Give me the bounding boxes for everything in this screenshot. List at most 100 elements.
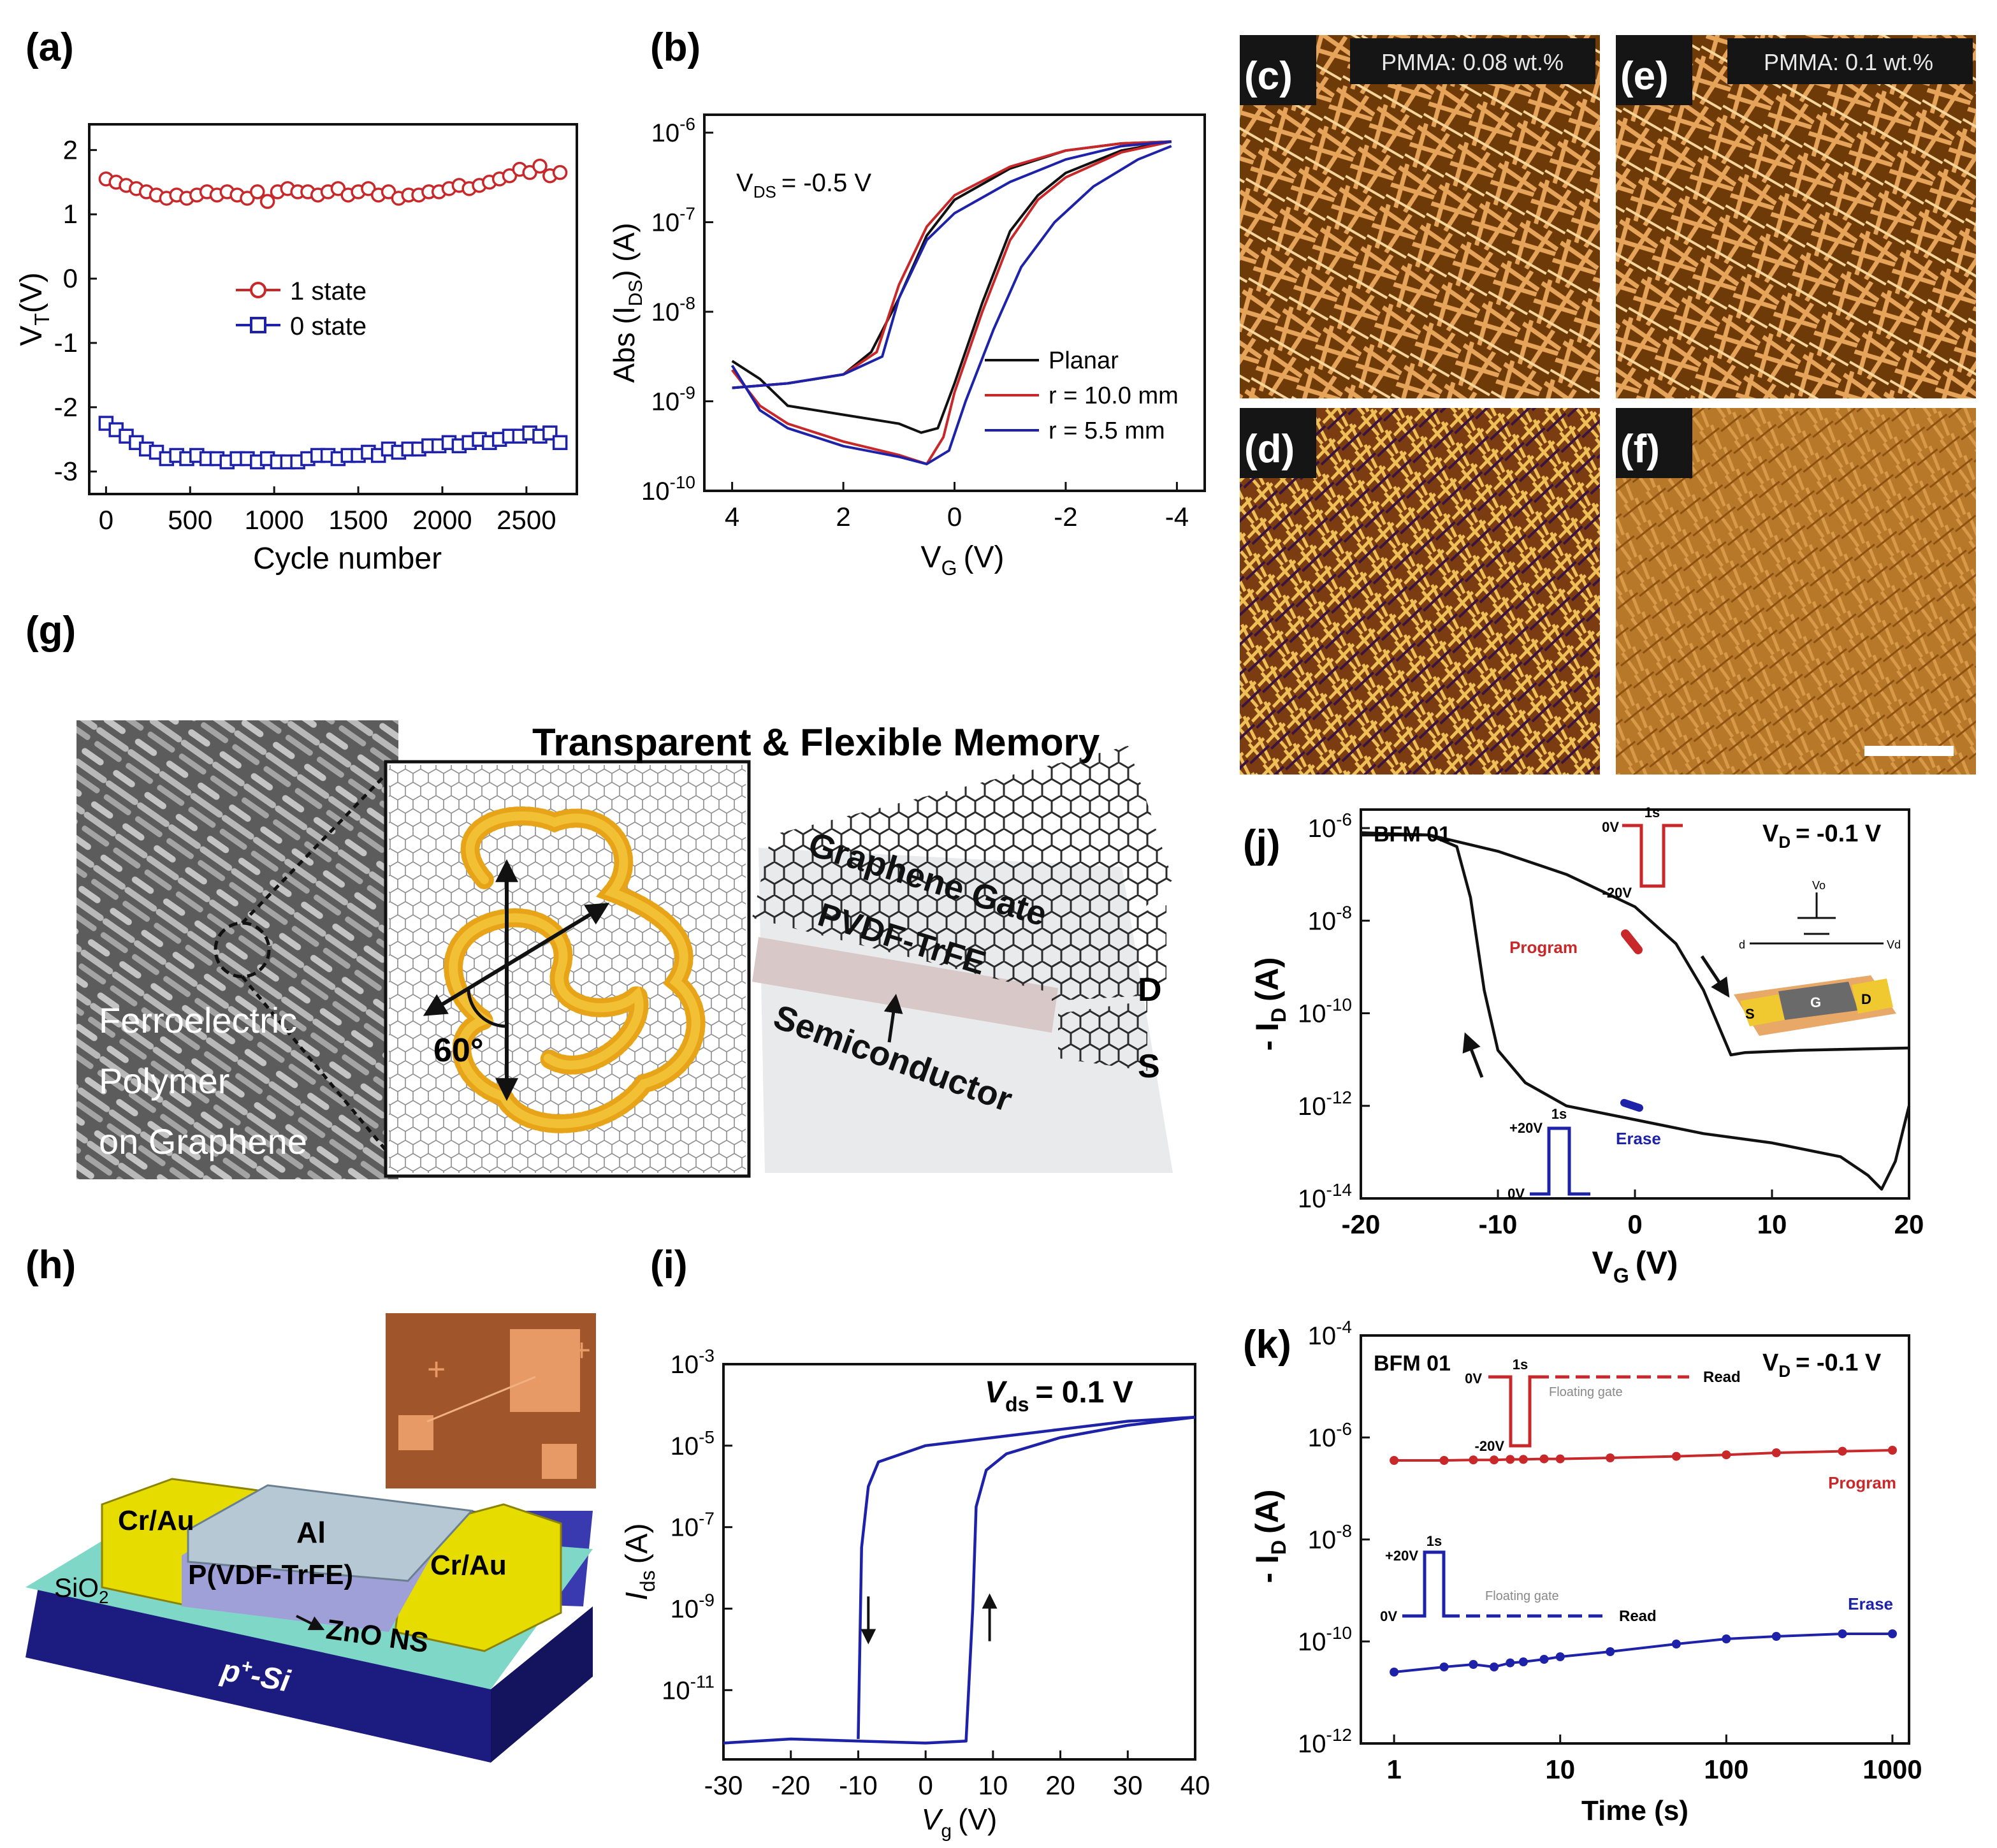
k-point xyxy=(1771,1632,1781,1641)
b-ytick-label: 10-10 xyxy=(641,472,695,506)
b-xtick-label: 4 xyxy=(725,502,739,532)
chart-i-ylabel: Ids(A) xyxy=(620,1523,659,1600)
k-point xyxy=(1771,1448,1781,1457)
a-point xyxy=(552,435,568,451)
b-xtick-label: -4 xyxy=(1165,502,1189,532)
afm-label-d-bg xyxy=(1240,408,1316,478)
chart-b-xlabel: VG (V) xyxy=(921,541,1005,579)
panel-label-i: (i) xyxy=(650,1243,688,1287)
j-erase-pulse xyxy=(1530,1126,1590,1196)
a-point xyxy=(259,194,275,209)
i-xtick-label: -30 xyxy=(704,1770,743,1800)
sem-text-line2: Polymer xyxy=(99,1061,229,1101)
a-ytick-label: 1 xyxy=(63,199,78,229)
i-xtick-label: -10 xyxy=(839,1770,878,1800)
j-erase-marker xyxy=(1620,1099,1643,1112)
panel-label-k: (k) xyxy=(1243,1323,1291,1367)
a-ytick-label: 0 xyxy=(63,263,78,293)
a-xtick-label: 2500 xyxy=(497,505,556,535)
si-substrate-side xyxy=(491,1606,593,1763)
panel-label-h: (h) xyxy=(25,1243,76,1287)
k-program-pulse-high: 0V xyxy=(1465,1371,1482,1386)
b-xtick-label: 0 xyxy=(947,502,962,532)
b-curve-0-forward xyxy=(731,140,1172,434)
legend-b-planar-label: Planar xyxy=(1049,347,1119,374)
b-curve-2-reverse xyxy=(732,140,1172,389)
sem-text-line1: Ferroelectric xyxy=(99,1000,297,1040)
k-point xyxy=(1887,1629,1897,1638)
k-erase-floating: Floating gate xyxy=(1485,1589,1559,1603)
chart-j-xlabel: VG (V) xyxy=(1592,1245,1678,1287)
chart-a-legend: 1 state 0 state xyxy=(236,277,367,340)
j-xtick-label: -20 xyxy=(1342,1209,1381,1239)
label-crau-left: Cr/Au xyxy=(118,1505,194,1536)
k-program-pulse-width: 1s xyxy=(1513,1357,1528,1372)
chart-j: (j) -20 -10 0 10 20 10-6 10-8 10-10 10-12 10-14 B… xyxy=(1243,804,1924,1287)
zoom-line-top xyxy=(241,770,390,924)
a-point xyxy=(250,184,265,200)
label-pvdf-h: P(VDF-TrFE) xyxy=(188,1559,353,1590)
j-program-marker xyxy=(1621,929,1643,954)
a-ytick-label: 2 xyxy=(63,135,78,164)
k-point xyxy=(1469,1455,1478,1465)
k-program-pulse-low: -20V xyxy=(1475,1438,1505,1454)
chart-a-frame xyxy=(88,123,578,495)
b-ytick-label: 10-9 xyxy=(651,383,695,416)
k-point xyxy=(1671,1640,1681,1648)
inset-cross-left: + xyxy=(427,1351,446,1387)
j-ytick-label: 10-8 xyxy=(1308,902,1352,935)
legend-a-1state-label: 1 state xyxy=(290,277,367,305)
chart-i: -30 -20 -10 0 10 20 30 4010-310-510-710-910-11 … xyxy=(620,1346,1210,1842)
j-program-label: Program xyxy=(1509,938,1578,957)
j-program-pulse xyxy=(1622,824,1683,888)
panel-label-b: (b) xyxy=(650,25,701,69)
k-program-pulse xyxy=(1488,1375,1549,1448)
inset-drain xyxy=(1852,979,1893,1014)
k-point xyxy=(1506,1658,1515,1668)
j-device-inset: S G D Vo d Vd xyxy=(1734,879,1901,1036)
sem-image xyxy=(76,720,398,1179)
k-ytick-label: 10-8 xyxy=(1308,1521,1352,1554)
inset-circuit xyxy=(1750,892,1884,945)
label-s: S xyxy=(1138,1048,1160,1085)
inset-wire xyxy=(426,1376,536,1423)
k-erase-pulse-width: 1s xyxy=(1427,1533,1442,1549)
chart-i-annotation: Vds = 0.1 V xyxy=(985,1376,1133,1416)
graphene-d-ribbon xyxy=(1052,905,1166,1001)
legend-a-0state-marker xyxy=(250,317,266,333)
j-xtick-label: 10 xyxy=(1757,1209,1787,1239)
k-xtick-label: 1000 xyxy=(1863,1754,1922,1784)
b-ytick-label: 10-6 xyxy=(651,114,695,147)
label-crau-right: Cr/Au xyxy=(430,1550,507,1581)
k-program-floating: Floating gate xyxy=(1549,1385,1623,1399)
j-erase-pulse-low: 0V xyxy=(1507,1186,1525,1202)
a-ytick-label: -2 xyxy=(54,392,78,422)
j-arrow-down xyxy=(1700,955,1730,998)
inset-label-vo: Vo xyxy=(1812,879,1826,892)
chart-i-xlabel: Vg (V) xyxy=(922,1803,998,1842)
i-xtick-label: 20 xyxy=(1045,1770,1075,1800)
inset-channel xyxy=(1778,982,1858,1020)
al-electrode xyxy=(187,1484,474,1582)
panel-label-g: (g) xyxy=(25,609,76,653)
k-point xyxy=(1539,1655,1549,1664)
j-erase-pulse-high: +20V xyxy=(1509,1120,1543,1136)
polarization-arrow-diagonal xyxy=(423,903,610,1016)
schematic-h: + + Cr/Au Al P(VDF-TrFE) Cr/Au SiO2 ZnO … xyxy=(25,1313,596,1763)
legend-b-r55-label: r = 5.5 mm xyxy=(1049,418,1165,444)
j-ytick-label: 10-12 xyxy=(1298,1088,1352,1121)
j-ytick-label: 10-14 xyxy=(1298,1180,1352,1213)
label-sio2: SiO2 xyxy=(54,1573,109,1607)
afm-panel-d: (d) xyxy=(1240,408,1600,775)
chart-k-device: BFM 01 xyxy=(1374,1351,1451,1376)
chart-k-frame xyxy=(1360,1334,1910,1745)
k-point xyxy=(1439,1662,1449,1671)
schematic-g: Ferroelectric Polymer on Graphene 60° Tr… xyxy=(76,720,1173,1179)
i-xtick-label: 10 xyxy=(978,1770,1008,1800)
i-curve-reverse xyxy=(857,1415,1196,1740)
j-program-pulse-high: 0V xyxy=(1602,819,1619,835)
sem-text-line3: on Graphene xyxy=(99,1121,307,1161)
legend-b-r10-label: r = 10.0 mm xyxy=(1049,382,1179,409)
afm-label-e-bg xyxy=(1616,35,1692,105)
j-curve-reverse xyxy=(1360,831,1911,1191)
